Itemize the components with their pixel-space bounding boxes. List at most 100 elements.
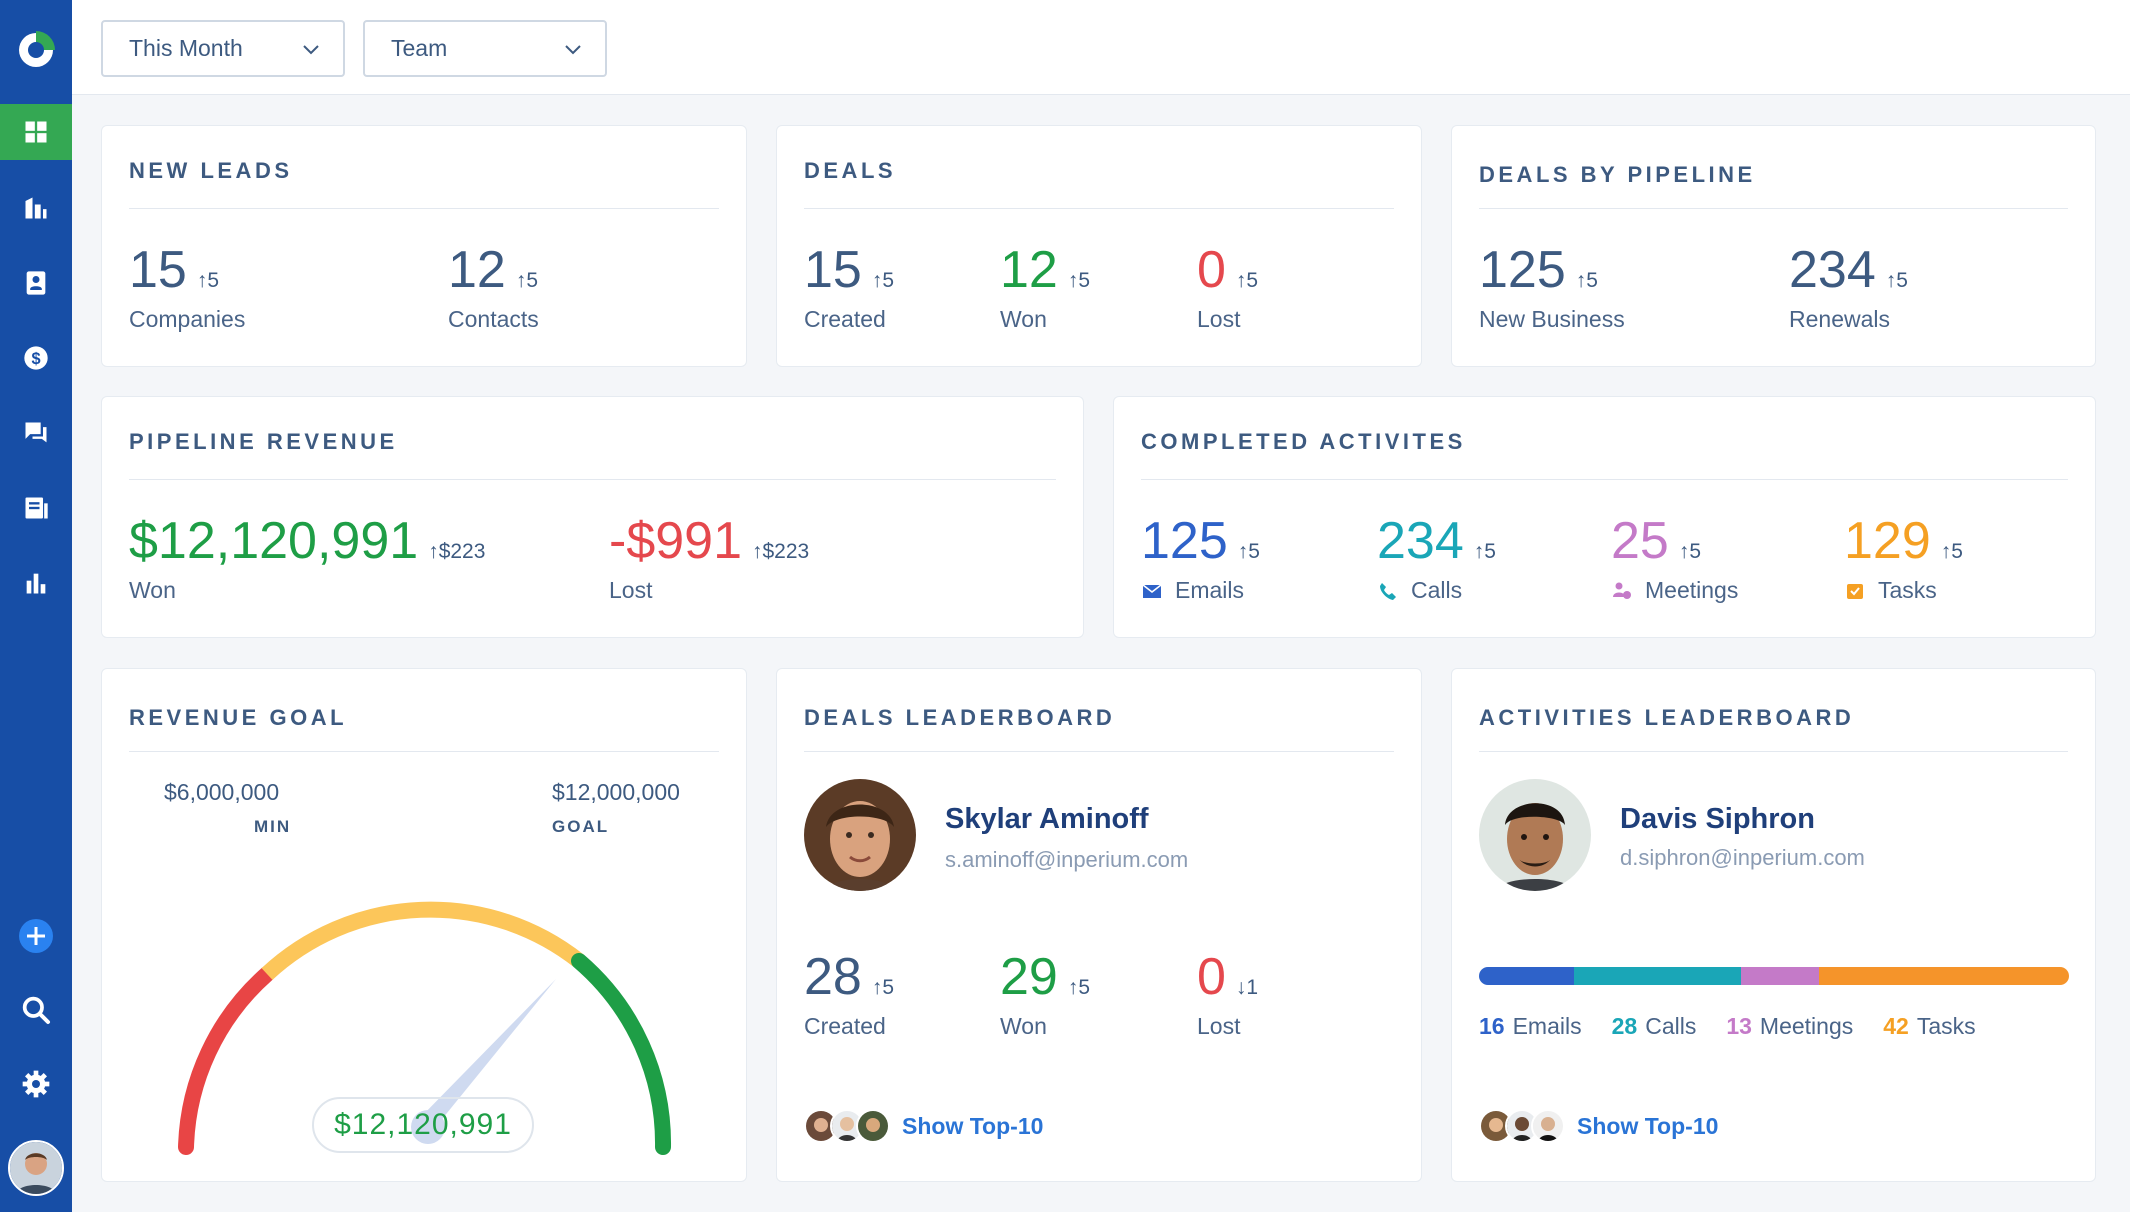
stat-label: New Business [1479, 306, 1625, 332]
divider [129, 208, 719, 209]
stat-label: Lost [1197, 1013, 1241, 1039]
search-icon [22, 996, 50, 1024]
stat-value: 125 [1479, 241, 1566, 299]
stat-renewals: 234 ↑5 Renewals [1789, 242, 1908, 333]
bar-segment-tasks [1818, 967, 2069, 985]
stat-revenue-lost: -$991 ↑$223 Lost [609, 513, 809, 604]
leader-name[interactable]: Skylar Aminoff [945, 803, 1149, 835]
stat-value: -$991 [609, 512, 742, 570]
deals-leaderboard-card: DEALS LEADERBOARD Skylar Aminoff s.amino… [776, 668, 1422, 1182]
sidebar-item-deals[interactable]: $ [0, 330, 72, 386]
stat-value: 15 [129, 241, 187, 299]
revenue-gauge [178, 901, 672, 1155]
divider [1479, 208, 2068, 209]
show-top-10-link[interactable]: Show Top-10 [804, 1109, 1043, 1143]
stat-won: 29 ↑5 Won [1000, 949, 1090, 1040]
stat-delta: ↑5 [871, 976, 895, 999]
stat-value: 12 [448, 241, 506, 299]
stat-label: Won [1000, 306, 1047, 332]
card-title: ACTIVITIES LEADERBOARD [1479, 705, 1855, 730]
legend-calls: 28 Calls [1612, 1013, 1697, 1040]
stat-delta: ↑5 [196, 269, 220, 292]
leader-avatar[interactable] [1479, 779, 1591, 891]
stat-delta: ↑5 [1237, 540, 1260, 563]
sidebar-item-companies[interactable] [0, 180, 72, 236]
period-select[interactable]: This Month [101, 20, 345, 77]
stat-label: Created [804, 306, 886, 332]
sidebar-item-chat[interactable] [0, 405, 72, 461]
divider [129, 479, 1056, 480]
stat-label: Lost [1197, 306, 1241, 332]
stat-label: Created [804, 1013, 886, 1039]
stat-label: Won [1000, 1013, 1047, 1039]
sidebar-item-dashboard[interactable] [0, 104, 72, 160]
gauge-min-value: $6,000,000 [164, 779, 280, 805]
stat-emails: 125 ↑5 Emails [1141, 513, 1260, 604]
email-icon [1142, 583, 1162, 598]
dashboard-icon [25, 121, 47, 143]
card-title: PIPELINE REVENUE [129, 429, 398, 454]
leader-email[interactable]: s.aminoff@inperium.com [945, 847, 1189, 872]
stat-value: 234 [1789, 241, 1876, 299]
stat-calls: 234 ↑5 Calls [1377, 513, 1496, 604]
stat-value: 29 [1000, 948, 1058, 1006]
divider [129, 751, 719, 752]
stat-value: 0 [1197, 948, 1226, 1006]
leader-email[interactable]: d.siphron@inperium.com [1620, 845, 1865, 870]
leader-name[interactable]: Davis Siphron [1620, 803, 1815, 835]
app-logo-icon[interactable] [14, 28, 58, 72]
stat-value: 15 [804, 241, 862, 299]
show-top-10-link[interactable]: Show Top-10 [1479, 1109, 1718, 1143]
add-button[interactable] [0, 916, 72, 956]
show-top-10-label[interactable]: Show Top-10 [902, 1112, 1044, 1139]
top-bar: This Month Team [72, 0, 2130, 95]
stat-delta: ↑5 [1473, 540, 1496, 563]
card-title: DEALS BY PIPELINE [1479, 162, 1756, 187]
settings-button[interactable] [0, 1064, 72, 1104]
card-title: DEALS LEADERBOARD [804, 705, 1116, 730]
gauge-arc-red [178, 966, 275, 1155]
stat-tasks: 129 ↑5 Tasks [1844, 513, 1963, 604]
deals-by-pipeline-card: DEALS BY PIPELINE 125 ↑5 New Business 234… [1451, 125, 2096, 367]
sidebar-item-documents[interactable] [0, 480, 72, 536]
show-top-10-label[interactable]: Show Top-10 [1577, 1112, 1719, 1139]
bar-segment-emails [1479, 967, 1575, 985]
completed-activities-card: COMPLETED ACTIVITES 125 ↑5 Emails 234 ↑5 C… [1113, 396, 2096, 638]
stat-value: 25 [1611, 512, 1669, 570]
legend-count: 16 [1479, 1013, 1505, 1039]
card-title: REVENUE GOAL [129, 705, 348, 730]
reports-chart-icon [26, 573, 46, 594]
stat-delta: ↑5 [871, 269, 895, 292]
period-select-value: This Month [129, 35, 243, 61]
stat-label: Calls [1411, 577, 1463, 603]
stat-delta: ↑5 [1678, 540, 1702, 563]
stat-won: 12 ↑5 Won [1000, 242, 1090, 333]
mini-avatar [1479, 1109, 1513, 1143]
user-avatar[interactable] [8, 1140, 64, 1196]
leader-avatar[interactable] [804, 779, 916, 891]
sidebar-item-reports[interactable] [0, 555, 72, 611]
legend-count: 13 [1726, 1013, 1752, 1039]
stat-value: 0 [1197, 241, 1226, 299]
scope-select[interactable]: Team [363, 20, 607, 77]
stat-delta: ↑5 [1885, 269, 1908, 292]
sidebar-item-contacts[interactable] [0, 255, 72, 311]
gauge-min-label: MIN [254, 817, 292, 836]
stat-delta: ↑5 [1067, 269, 1091, 292]
legend-label: Calls [1645, 1013, 1697, 1039]
stat-label: Contacts [448, 306, 539, 332]
stat-label: Companies [129, 306, 246, 332]
stat-revenue-won: $12,120,991 ↑$223 Won [129, 513, 485, 604]
divider [1479, 751, 2068, 752]
phone-icon [1380, 582, 1396, 600]
legend-meetings: 13 Meetings [1726, 1013, 1853, 1040]
bar-segment-calls [1574, 967, 1742, 985]
divider [804, 208, 1394, 209]
revenue-goal-card: REVENUE GOAL $6,000,000 MIN $12,000,000 … [101, 668, 747, 1182]
divider [804, 751, 1394, 752]
legend-tasks: 42 Tasks [1883, 1013, 1975, 1040]
search-button[interactable] [0, 990, 72, 1030]
card-title: COMPLETED ACTIVITES [1141, 429, 1466, 454]
companies-icon [25, 197, 47, 219]
activities-distribution-bar [1479, 967, 2069, 985]
